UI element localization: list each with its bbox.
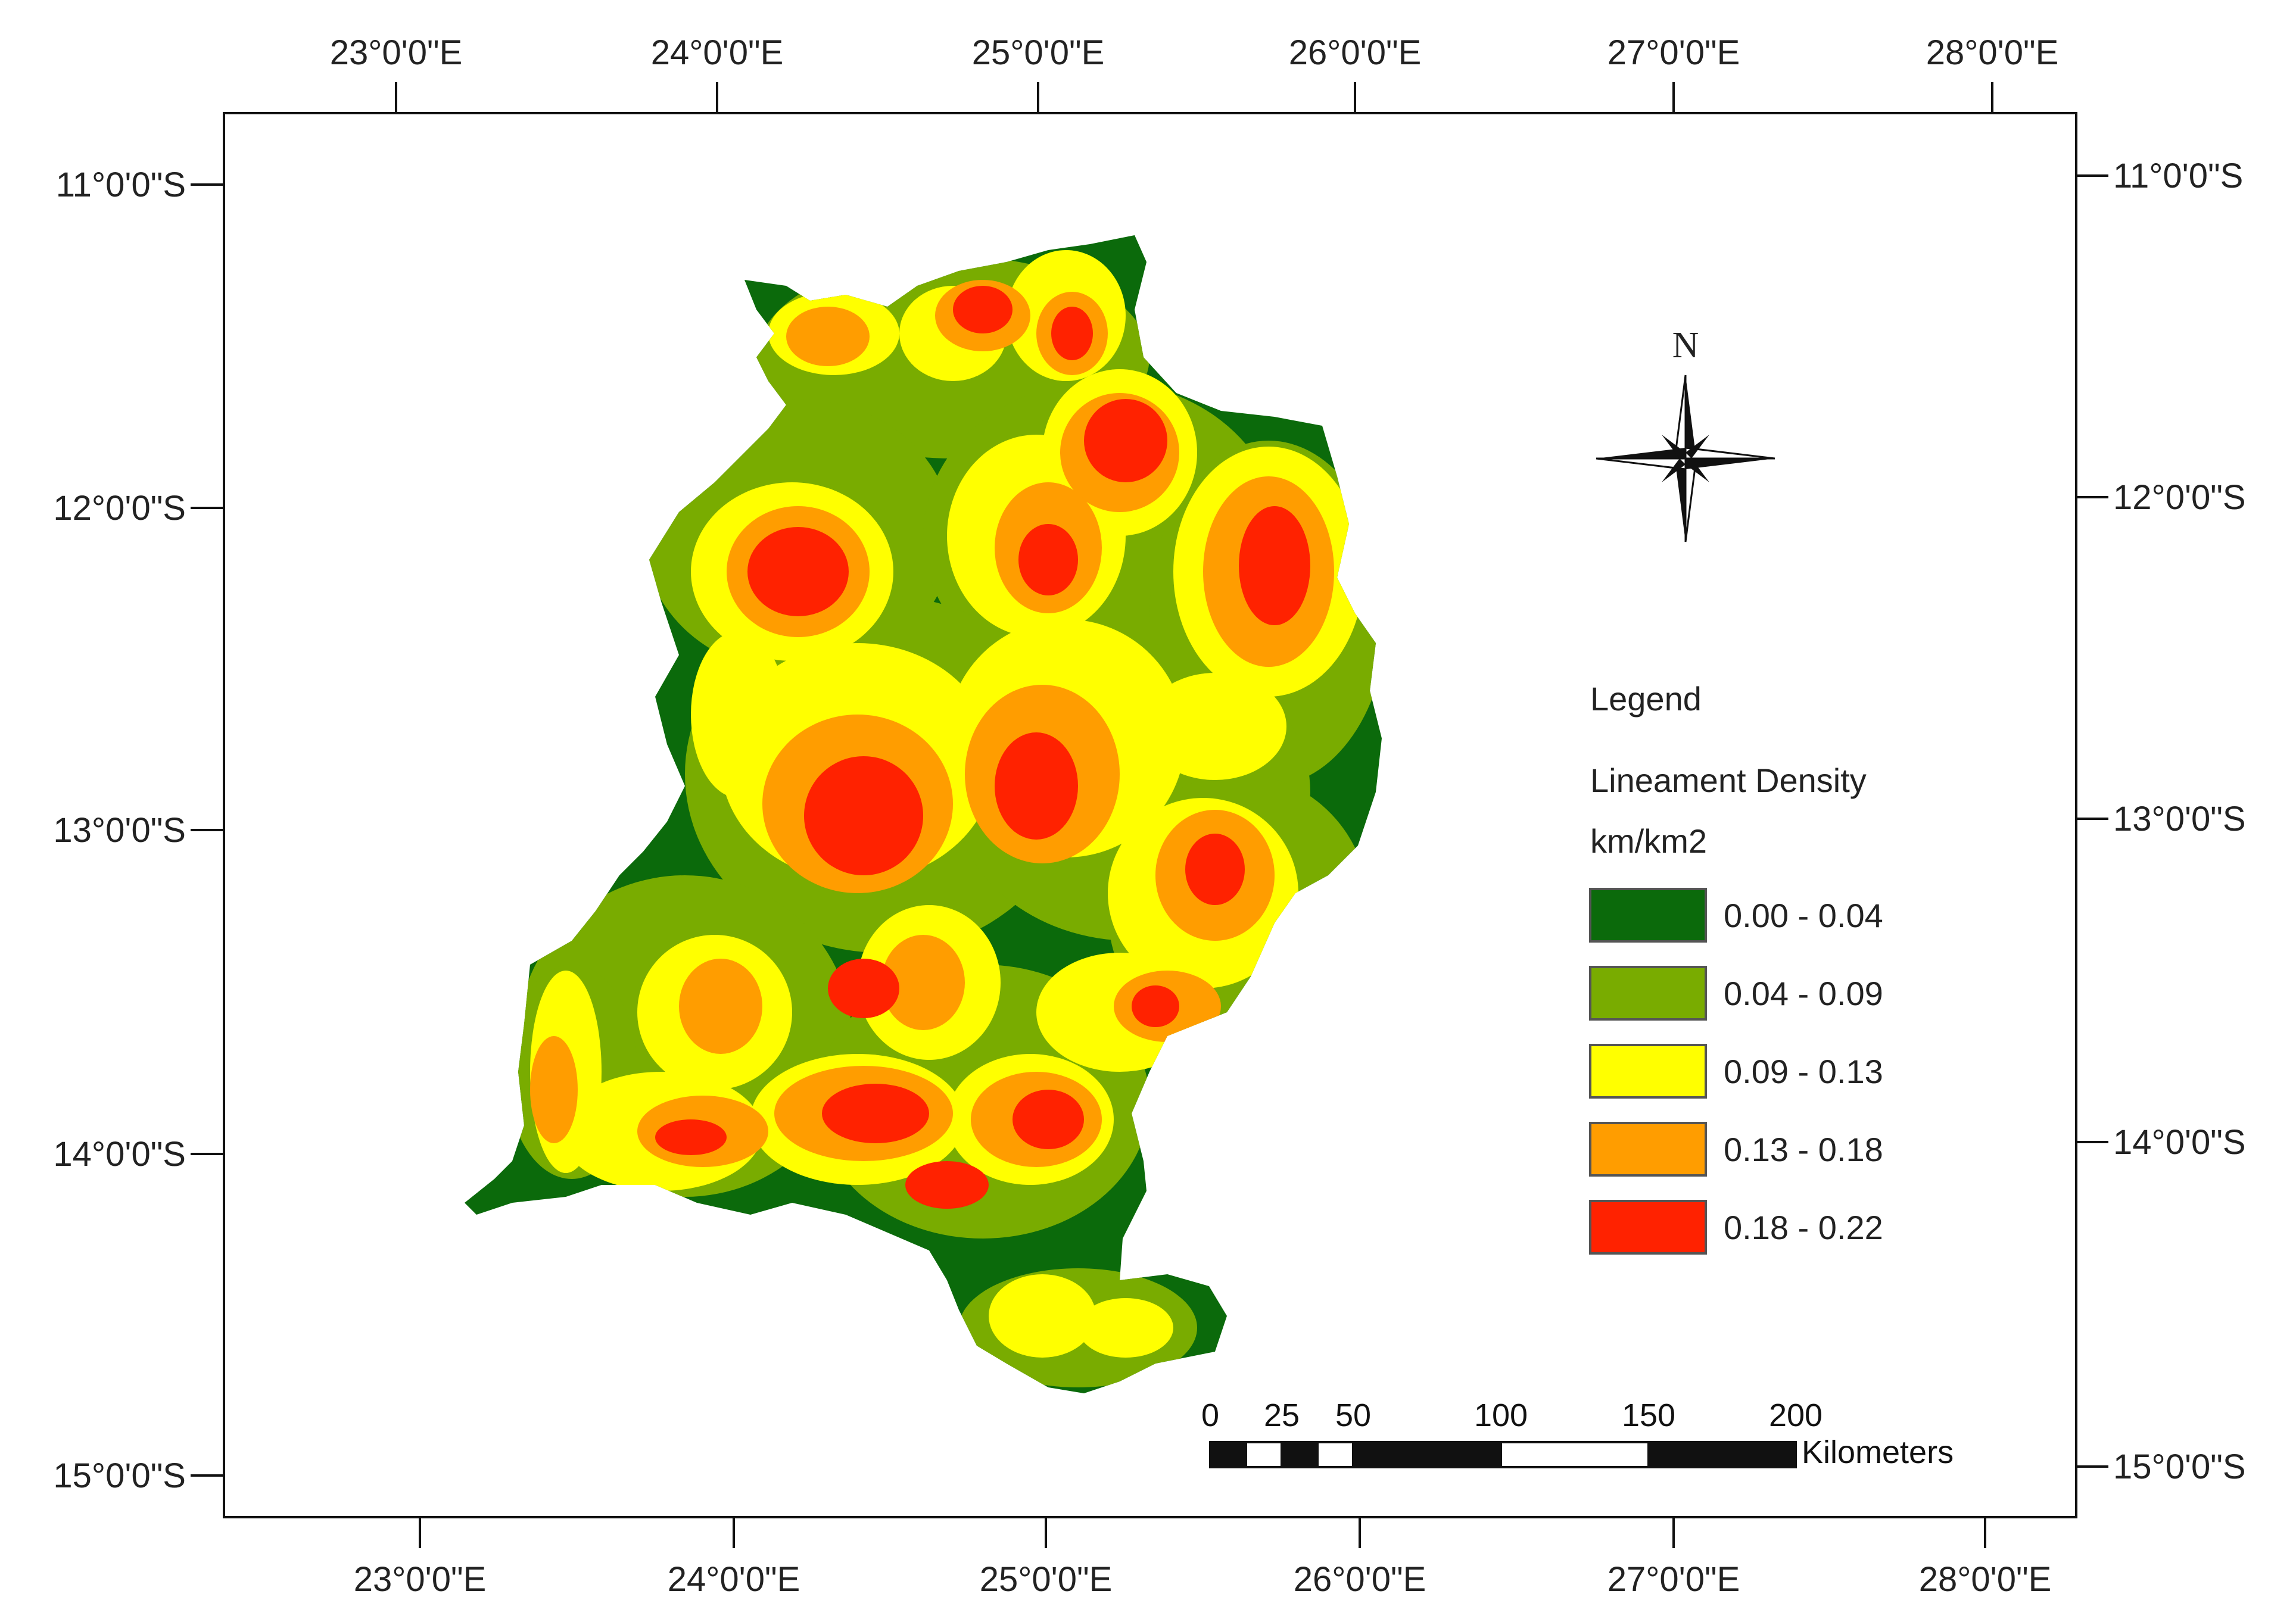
lon-label: 23°0'0"E	[354, 1560, 487, 1599]
lon-label: 26°0'0"E	[1294, 1560, 1426, 1599]
legend-layer-name: Lineament Density	[1590, 762, 1867, 799]
lon-labels-top: 23°0'0"E 24°0'0"E 25°0'0"E 26°0'0"E 27°0…	[330, 33, 2059, 72]
legend-swatch	[1589, 888, 1707, 943]
graticule-ticks	[191, 82, 2108, 1548]
lon-label: 24°0'0"E	[668, 1560, 800, 1599]
lon-label: 24°0'0"E	[651, 33, 784, 72]
scale-unit: Kilometers	[1802, 1434, 1954, 1470]
legend-class-label: 0.09 - 0.13	[1724, 1053, 1883, 1090]
legend-swatch	[1589, 1122, 1707, 1177]
lat-label: 15°0'0"S	[2113, 1448, 2246, 1486]
scale-tick-label: 0	[1201, 1397, 1219, 1433]
legend-swatch	[1589, 1044, 1707, 1099]
lat-labels-left: 11°0'0"S 12°0'0"S 13°0'0"S 14°0'0"S 15°0…	[53, 166, 186, 1495]
lat-label: 12°0'0"S	[53, 489, 186, 528]
lon-label: 27°0'0"E	[1607, 1560, 1740, 1599]
scale-tick-label: 25	[1264, 1397, 1300, 1433]
legend-swatch	[1589, 966, 1707, 1021]
legend-items: 0.00 - 0.04 0.04 - 0.09 0.09 - 0.13 0.13 - …	[1589, 888, 1883, 1255]
lat-label: 12°0'0"S	[2113, 478, 2246, 517]
lat-labels-right: 11°0'0"S 12°0'0"S 13°0'0"S 14°0'0"S 15°0…	[2113, 157, 2246, 1486]
lon-labels-bottom: 23°0'0"E 24°0'0"E 25°0'0"E 26°0'0"E 27°0…	[354, 1560, 2052, 1599]
scale-tick-label: 200	[1769, 1397, 1823, 1433]
lat-label: 13°0'0"S	[2113, 800, 2246, 838]
compass-rose-icon	[1596, 375, 1775, 542]
legend-title: Legend	[1590, 680, 1702, 718]
lat-label: 11°0'0"S	[2113, 157, 2243, 195]
legend-class-label: 0.13 - 0.18	[1724, 1131, 1883, 1168]
lat-label: 15°0'0"S	[53, 1456, 186, 1495]
lon-label: 23°0'0"E	[330, 33, 463, 72]
legend-class-label: 0.00 - 0.04	[1724, 897, 1883, 934]
north-arrow: N	[1596, 325, 1775, 542]
scale-bar-segments	[1209, 1441, 1797, 1468]
lon-label: 25°0'0"E	[980, 1560, 1113, 1599]
lon-label: 28°0'0"E	[1919, 1560, 2052, 1599]
scale-tick-label: 150	[1622, 1397, 1675, 1433]
scale-bar: 0 25 50 100 150 200 Kilometers	[1201, 1397, 1954, 1470]
lat-label: 13°0'0"S	[53, 811, 186, 850]
lat-label: 11°0'0"S	[56, 166, 186, 204]
legend: Legend Lineament Density km/km2 0.00 - 0…	[1589, 680, 1883, 1255]
scale-bar-ticks: 0 25 50 100 150 200	[1201, 1397, 1823, 1433]
north-label: N	[1672, 325, 1699, 366]
legend-class-label: 0.18 - 0.22	[1724, 1209, 1883, 1246]
lon-label: 27°0'0"E	[1607, 33, 1740, 72]
legend-unit: km/km2	[1590, 822, 1707, 860]
scale-tick-label: 100	[1474, 1397, 1528, 1433]
lat-label: 14°0'0"S	[53, 1135, 186, 1174]
lon-label: 26°0'0"E	[1289, 33, 1422, 72]
scale-tick-label: 50	[1335, 1397, 1371, 1433]
legend-class-label: 0.04 - 0.09	[1724, 975, 1883, 1012]
legend-swatch	[1589, 1200, 1707, 1255]
lon-label: 28°0'0"E	[1926, 33, 2059, 72]
density-class-0-18-0-22	[655, 286, 1310, 1209]
lon-label: 25°0'0"E	[972, 33, 1105, 72]
lat-label: 14°0'0"S	[2113, 1123, 2246, 1162]
